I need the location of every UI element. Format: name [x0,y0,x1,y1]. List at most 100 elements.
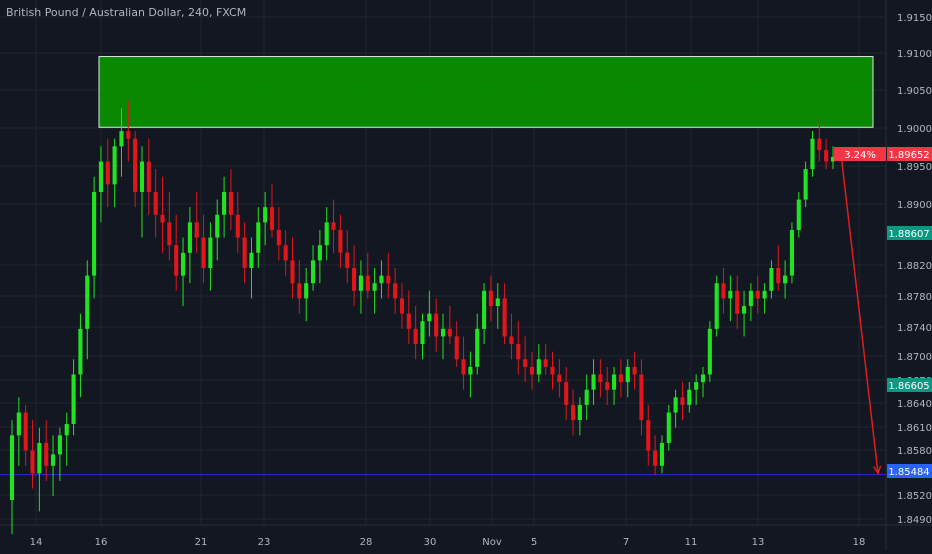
candle-body [174,245,179,276]
x-tick-label: 5 [531,537,537,548]
candle-body [201,237,206,268]
y-tick-label: 1.90000 [897,124,932,135]
candle-body [632,366,637,375]
candle-body [776,268,781,284]
x-tick-label: 28 [360,537,373,548]
candle-body [386,275,391,284]
candle-body [748,290,753,307]
candle-body [646,420,651,451]
candle-body [824,150,829,162]
candle-body [427,313,432,322]
price-tag-percent: 3.24% [844,150,876,161]
projection-arrowhead [873,465,882,476]
price-tag-background [887,226,932,240]
candle-body [612,374,617,390]
candle-body [208,237,213,268]
candle-body [536,359,541,375]
candle-body [509,336,514,345]
supply-zone-rectangle [98,56,874,128]
candle-body [673,397,678,413]
y-tick-label: 1.91500 [897,13,932,24]
candle-body [454,336,459,360]
y-tick-label: 1.87400 [897,323,932,334]
x-tick-label: 21 [195,537,208,548]
candle-body [160,214,165,223]
candle-body [653,450,658,466]
candle-body [345,252,350,268]
candle-body [735,290,740,314]
candle-body [57,435,62,455]
x-tick-label: 7 [623,537,629,548]
candle-body [570,404,576,421]
price-tag-value: 1.86605 [888,381,929,392]
candle-body [543,359,548,367]
candle-body [434,313,439,337]
candle-body [700,374,706,383]
candle-body [598,374,603,383]
candle-body [488,290,493,307]
y-tick-label: 1.84900 [897,515,932,526]
candle-body [694,382,699,390]
candle-body [222,191,227,215]
candle-body [139,161,145,192]
candle-body [393,283,398,299]
candle-body [817,138,822,151]
candle-body [44,442,49,466]
y-tick-label: 1.86400 [897,399,932,410]
candle-body [529,366,535,375]
candle-body [810,138,815,170]
candle-body [187,222,192,253]
candle-body [618,374,623,383]
x-tick-label: 14 [30,537,43,548]
candle-body [830,156,836,162]
x-tick-label: Nov [482,537,502,548]
candle-body [399,298,405,314]
x-tick-label: 16 [95,537,108,548]
candle-body [23,412,28,451]
candle-body [317,245,322,261]
candle-body [769,268,774,291]
x-tick-label: 30 [424,537,437,548]
candle-body [235,214,240,238]
candle-body [71,374,76,424]
candle-body [516,344,521,360]
candle-body [98,161,103,192]
y-tick-label: 1.89000 [897,200,932,211]
x-tick-label: 11 [685,537,698,548]
candle-body [276,229,281,246]
candle-body [263,207,268,223]
candle-body [413,328,418,345]
candle-body [180,252,186,276]
candle-body [783,275,788,284]
candle-body [639,374,644,421]
candle-body [269,207,275,230]
candle-body [564,382,569,405]
candle-body [64,423,69,436]
candle-body [126,131,131,139]
candle-body [557,374,562,383]
candle-body [249,252,254,268]
candle-body [625,366,630,383]
candle-body [584,389,589,405]
candle-body [338,229,343,253]
candle-body [9,435,15,500]
candle-body [742,306,747,314]
x-tick-label: 23 [258,537,271,548]
y-tick-label: 1.91000 [897,49,932,60]
candle-body [372,283,377,291]
candle-body [112,146,117,185]
y-tick-label: 1.88200 [897,261,932,272]
y-tick-label: 1.87800 [897,292,932,303]
candle-body [242,237,247,268]
candle-body [687,389,692,405]
price-tag-background [887,464,932,478]
candle-body [461,359,466,375]
candle-body [85,275,90,329]
candle-body [78,328,83,375]
y-tick-label: 1.89500 [897,162,932,173]
candle-body [762,290,767,299]
candle-body [495,298,500,307]
candle-body [379,275,384,284]
candle-body [194,222,199,238]
